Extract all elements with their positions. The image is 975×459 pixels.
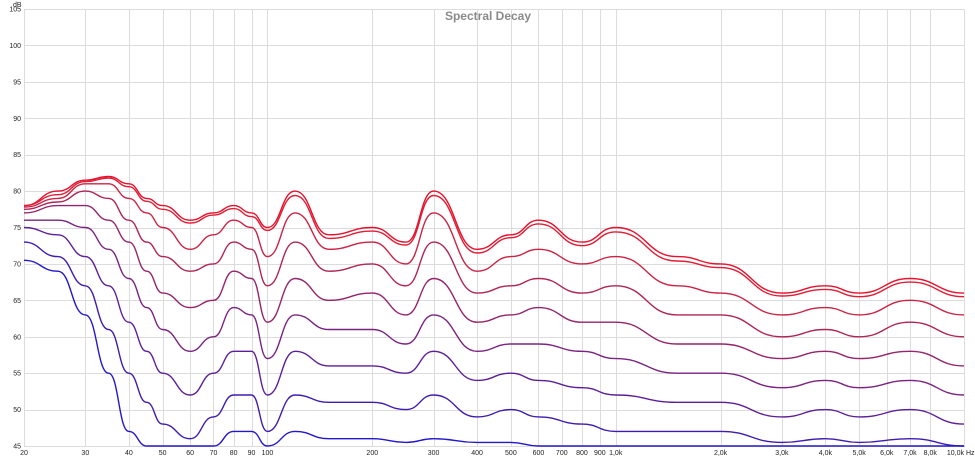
- y-tick-label: 90: [13, 116, 21, 123]
- x-tick-label: 70: [210, 450, 218, 457]
- x-unit-label: Hz: [966, 450, 975, 457]
- x-tick-label: 2,0k: [714, 450, 728, 457]
- y-tick-label: 45: [13, 444, 21, 451]
- x-tick-label: 400: [471, 450, 483, 457]
- x-tick-label: 800: [576, 450, 588, 457]
- y-tick-label: 50: [13, 407, 21, 414]
- x-tick-label: 8,0k: [924, 450, 938, 457]
- x-tick-labels: 20 30 40 50 60 70 80 90 100 200 300 400 500 600 700 800…: [20, 450, 964, 457]
- y-tick-label: 85: [13, 152, 21, 159]
- x-tick-label: 5,0k: [853, 450, 867, 457]
- y-tick-label: 75: [13, 225, 21, 232]
- x-tick-label: 1,0k: [609, 450, 623, 457]
- x-tick-label: 10,0k: [947, 450, 965, 457]
- decay-series-line-8: [23, 241, 965, 447]
- x-tick-label: 60: [186, 450, 194, 457]
- decay-series-line-3: [23, 183, 965, 316]
- curve-layer: [23, 175, 965, 447]
- x-tick-label: 20: [20, 450, 28, 457]
- y-tick-label: 80: [13, 189, 21, 196]
- decay-series-line-4: [23, 190, 965, 338]
- x-tick-label: 900: [594, 450, 606, 457]
- decay-series-line-2: [23, 177, 965, 298]
- x-tick-label: 300: [428, 450, 440, 457]
- x-tick-label: 80: [230, 450, 238, 457]
- x-tick-label: 6,0k: [880, 450, 894, 457]
- y-tick-label: 100: [9, 43, 21, 50]
- y-tick-labels: 105 100 95 90 85 80 75 70 65 60 55 50 45: [9, 7, 21, 451]
- y-tick-label: 70: [13, 261, 21, 268]
- x-tick-label: 100: [262, 450, 274, 457]
- x-tick-label: 30: [81, 450, 89, 457]
- x-tick-label: 50: [159, 450, 167, 457]
- x-tick-label: 700: [556, 450, 568, 457]
- x-tick-label: 4,0k: [819, 450, 833, 457]
- y-tick-label: 95: [13, 79, 21, 86]
- x-tick-label: 600: [533, 450, 545, 457]
- decay-series-line-9: [23, 259, 964, 447]
- decay-series-line-7: [23, 226, 965, 425]
- x-tick-label: 40: [125, 450, 133, 457]
- x-tick-label: 90: [248, 450, 256, 457]
- grid-layer: [24, 9, 965, 447]
- y-tick-label: 55: [13, 371, 21, 378]
- decay-series-line-1: [23, 175, 965, 294]
- x-tick-label: 500: [505, 450, 517, 457]
- chart-title: Spectral Decay: [445, 9, 531, 23]
- x-tick-label: 7,0k: [903, 450, 917, 457]
- x-tick-label: 3,0k: [775, 450, 789, 457]
- decay-series-line-6: [23, 219, 965, 396]
- y-unit-label: dB: [13, 2, 22, 9]
- y-tick-label: 65: [13, 298, 21, 305]
- y-tick-label: 105: [9, 7, 21, 14]
- y-tick-label: 60: [13, 334, 21, 341]
- x-tick-label: 200: [366, 450, 378, 457]
- decay-series-line-5: [23, 204, 965, 367]
